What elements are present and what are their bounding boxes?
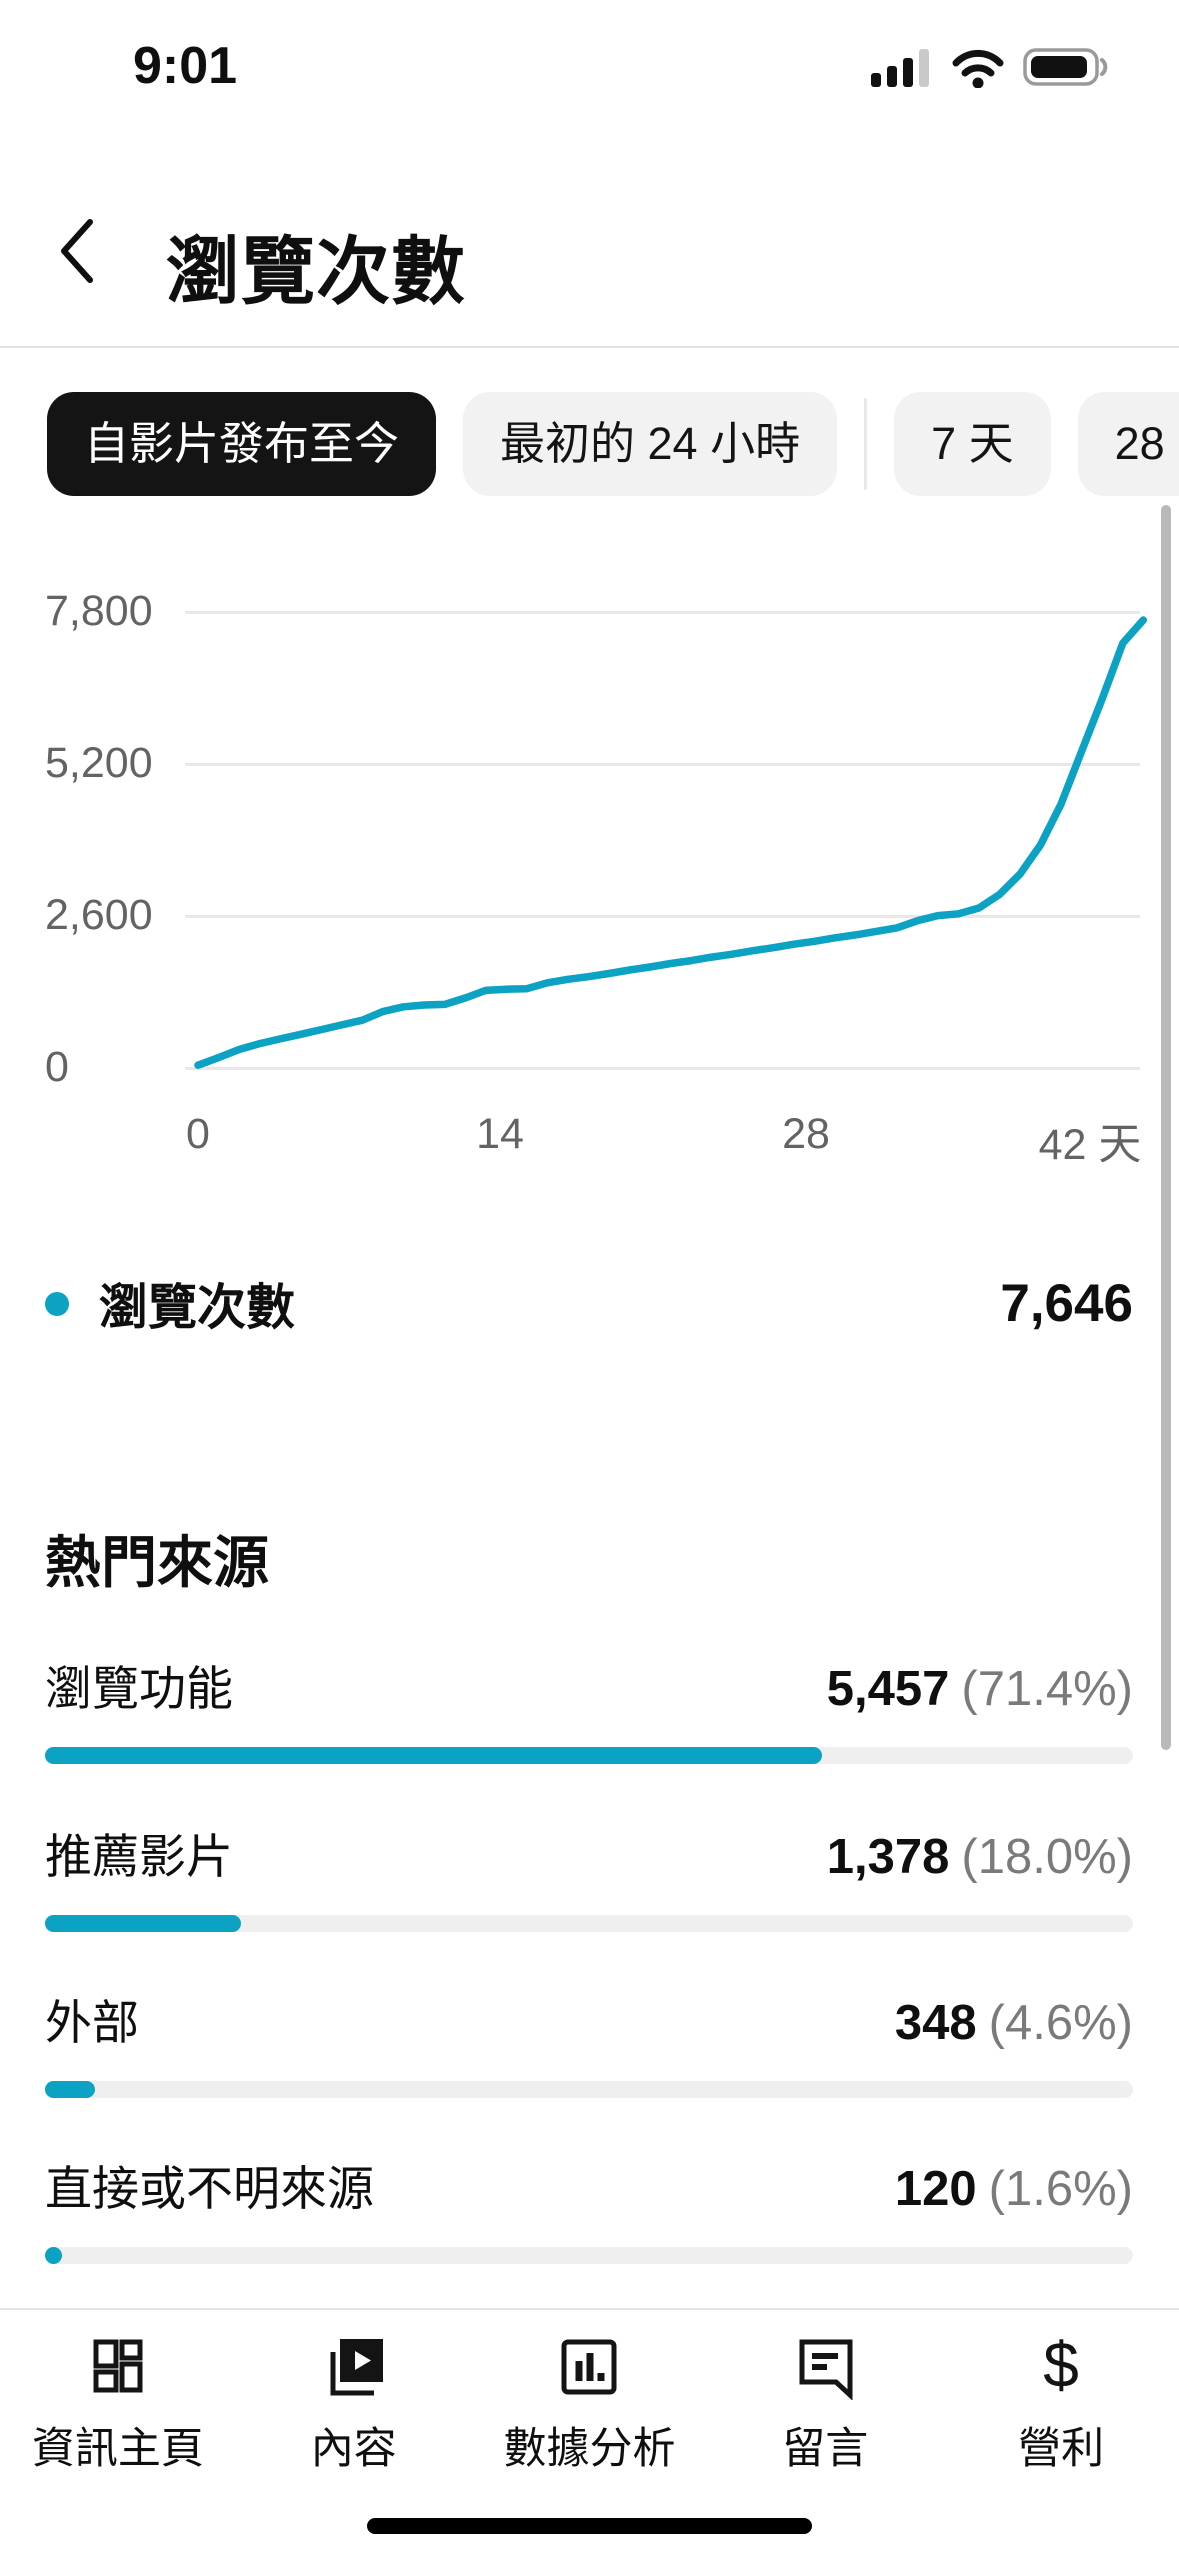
source-value: 348 [894, 1996, 977, 2050]
gridline-5200 [185, 763, 1140, 766]
nav-label-content: 內容 [310, 2425, 397, 2473]
source-bar-fill [45, 2081, 96, 2098]
nav-item-comments[interactable]: 留言 [707, 2322, 943, 2476]
source-bar-track [45, 2081, 1133, 2098]
legend-dot-icon [45, 1291, 69, 1316]
status-bar-time: 9:01 [133, 37, 238, 95]
source-label: 直接或不明來源 [45, 2162, 374, 2215]
source-bar-fill [45, 1915, 241, 1932]
x-tick-42: 42 天 [1038, 1121, 1142, 1169]
x-tick-28: 28 [782, 1110, 830, 1158]
source-bar-track [45, 2247, 1133, 2264]
y-tick-7800: 7,800 [45, 587, 153, 635]
tab-7-days[interactable]: 7 天 [894, 392, 1051, 496]
tab-since-published[interactable]: 自影片發布至今 [47, 392, 437, 496]
bottom-nav: 資訊主頁 內容 數據分析 留言 [0, 2322, 1179, 2476]
nav-label-comments: 留言 [782, 2425, 869, 2473]
x-tick-14: 14 [476, 1110, 524, 1158]
tabs-divider [864, 398, 868, 490]
y-tick-0: 0 [45, 1043, 69, 1091]
nav-item-dashboard[interactable]: 資訊主頁 [0, 2322, 236, 2476]
nav-item-content[interactable]: 內容 [236, 2322, 472, 2476]
gridline-7800 [185, 611, 1140, 614]
header-divider [0, 346, 1179, 348]
battery-icon [1023, 48, 1108, 86]
y-tick-5200: 5,200 [45, 739, 153, 787]
source-bar-track [45, 1915, 1133, 1932]
top-sources-heading: 熱門來源 [45, 1531, 269, 1594]
nav-label-dashboard: 資訊主頁 [31, 2425, 204, 2473]
source-label: 外部 [45, 1996, 139, 2049]
source-percent: (71.4%) [961, 1662, 1133, 1716]
content-icon [330, 2339, 383, 2396]
chart-legend: 瀏覽次數 7,646 [45, 1268, 1133, 1339]
source-value: 120 [894, 2162, 977, 2216]
source-percent: (18.0%) [961, 1830, 1133, 1884]
page-title: 瀏覽次數 [166, 230, 466, 313]
legend-value: 7,646 [1000, 1274, 1133, 1333]
wifi-icon [952, 49, 1004, 88]
legend-label: 瀏覽次數 [99, 1281, 296, 1335]
source-row-external: 外部 348 (4.6%) [45, 1984, 1133, 2098]
home-indicator[interactable] [367, 2518, 812, 2534]
source-row-suggested-videos: 推薦影片 1,378 (18.0%) [45, 1818, 1133, 1932]
date-range-tabs: 自影片發布至今 最初的 24 小時 7 天 28 天 [47, 392, 1179, 496]
source-label: 瀏覽功能 [45, 1662, 233, 1715]
source-row-browse-features: 瀏覽功能 5,457 (71.4%) [45, 1650, 1133, 1764]
x-tick-0: 0 [186, 1110, 210, 1158]
views-line-chart[interactable] [185, 585, 1155, 1085]
gridline-0 [185, 1067, 1140, 1070]
svg-text:$: $ [1043, 2334, 1079, 2400]
nav-item-monetization[interactable]: $ 營利 [943, 2322, 1179, 2476]
source-percent: (4.6%) [988, 1996, 1133, 2050]
source-bar-fill [45, 1747, 822, 1764]
analytics-icon [561, 2339, 617, 2395]
comments-icon [799, 2339, 853, 2400]
cellular-signal-icon [871, 49, 929, 87]
chevron-left-icon [61, 219, 93, 283]
status-bar-icons [871, 46, 1115, 88]
tab-first-24-hours[interactable]: 最初的 24 小時 [463, 392, 838, 496]
source-label: 推薦影片 [45, 1830, 233, 1883]
source-percent: (1.6%) [988, 2162, 1133, 2216]
source-value: 5,457 [826, 1662, 950, 1716]
y-tick-2600: 2,600 [45, 891, 153, 939]
tab-28-days[interactable]: 28 天 [1077, 392, 1179, 496]
dashboard-icon [93, 2339, 143, 2393]
source-bar-fill [45, 2247, 63, 2264]
gridline-2600 [185, 915, 1140, 918]
bottom-nav-divider [0, 2308, 1179, 2310]
back-button[interactable] [52, 212, 104, 290]
views-line [194, 616, 1148, 1069]
source-row-direct-unknown: 直接或不明來源 120 (1.6%) [45, 2150, 1133, 2264]
nav-item-analytics[interactable]: 數據分析 [472, 2322, 708, 2476]
scrollbar[interactable] [1161, 505, 1171, 1750]
monetization-icon: $ [1043, 2334, 1079, 2400]
nav-label-analytics: 數據分析 [503, 2425, 676, 2473]
nav-label-monetization: 營利 [1018, 2425, 1105, 2473]
source-bar-track [45, 1747, 1133, 1764]
source-value: 1,378 [826, 1830, 950, 1884]
